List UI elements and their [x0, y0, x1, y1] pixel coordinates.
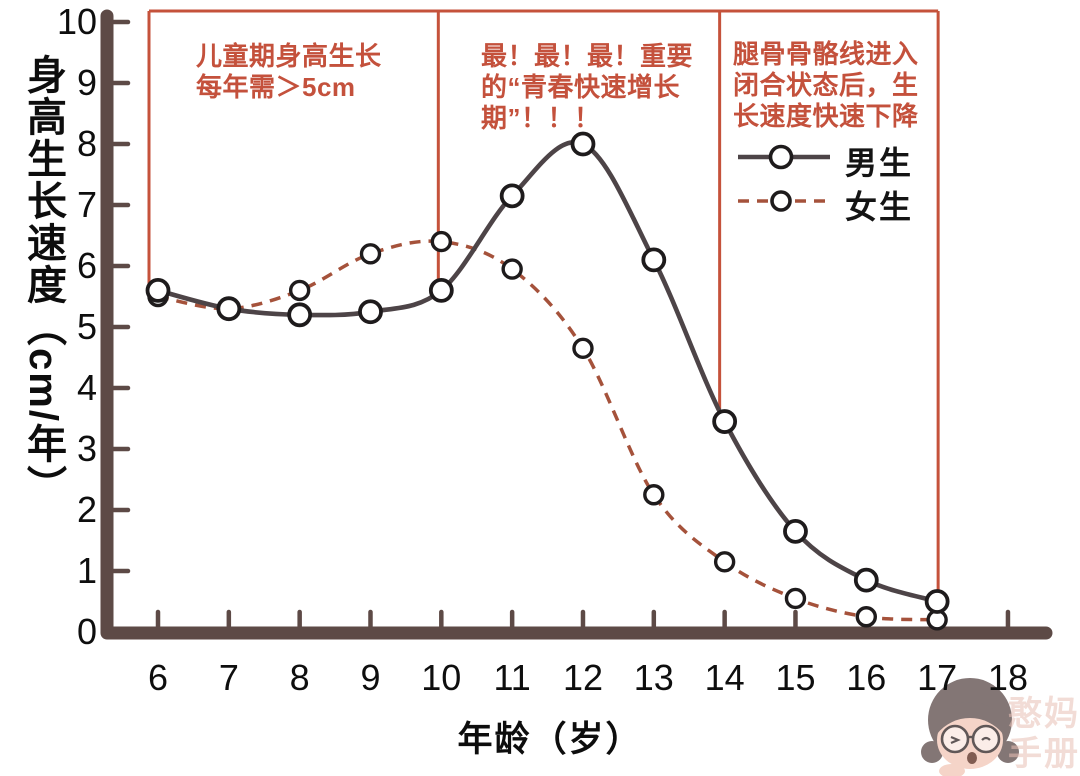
marker-boys	[570, 131, 596, 157]
y-tick-label-6: 6	[76, 245, 97, 286]
x-tick-label-14: 14	[704, 657, 745, 698]
marker-boys	[145, 277, 171, 303]
marker-boys	[924, 589, 950, 614]
marker-girls	[572, 337, 594, 360]
watermark-line-1: 憨妈	[1008, 695, 1080, 733]
marker-girls	[501, 258, 523, 280]
marker-boys	[783, 518, 808, 544]
legend-sample-marker	[770, 190, 792, 212]
legend-sample-marker	[768, 144, 794, 170]
legend-label-girls: 女生	[845, 189, 914, 225]
x-tick-label-6: 6	[147, 657, 169, 698]
y-tick-label-8: 8	[76, 123, 97, 164]
marker-girls	[430, 230, 453, 253]
x-tick-label-13: 13	[633, 657, 674, 698]
y-tick-label-7: 7	[76, 184, 97, 225]
marker-boys	[641, 247, 667, 273]
watermark-line-2: 手册	[1008, 735, 1080, 773]
x-tick-label-12: 12	[562, 657, 603, 698]
y-tick-label-10: 10	[56, 1, 97, 42]
marker-girls	[784, 587, 807, 610]
y-tick-label-0: 0	[76, 611, 97, 652]
watermark-text: 憨妈 手册	[1008, 694, 1080, 774]
x-tick-label-8: 8	[289, 657, 310, 698]
x-tick-label-16: 16	[846, 657, 887, 698]
x-tick-label-15: 15	[775, 657, 816, 698]
y-axis-title: 身高生长速度（cm/年）	[21, 54, 65, 507]
x-tick-label-9: 9	[360, 657, 381, 698]
marker-boys	[499, 183, 525, 209]
marker-boys	[216, 296, 242, 322]
marker-boys	[853, 567, 879, 593]
annotation-childhood: 儿童期身高生长 每年需＞5cm	[196, 41, 382, 102]
y-tick-label-3: 3	[76, 428, 97, 469]
marker-boys	[287, 302, 313, 328]
x-tick-label-17: 17	[917, 657, 958, 698]
y-tick-label-5: 5	[76, 306, 97, 347]
marker-girls	[288, 279, 311, 302]
y-tick-label-2: 2	[76, 489, 97, 530]
annotation-puberty: 最！最！最！重要 的“青春快速增长 期”！！！	[481, 41, 694, 133]
marker-boys	[712, 409, 738, 434]
marker-girls	[359, 243, 382, 265]
annotation-closure: 腿骨骨骼线进入 闭合状态后，生 长速度快速下降	[733, 39, 919, 131]
x-tick-label-7: 7	[218, 657, 239, 698]
x-tick-label-18: 18	[987, 657, 1028, 698]
marker-boys	[358, 299, 383, 325]
legend-label-boys: 男生	[845, 145, 914, 181]
series-line-boys	[157, 139, 938, 604]
marker-boys	[428, 277, 454, 303]
y-tick-label-4: 4	[76, 367, 97, 408]
x-tick-label-10: 10	[421, 657, 462, 698]
watermark-face-icon	[921, 678, 1019, 776]
axes	[100, 9, 1053, 640]
marker-girls	[643, 484, 665, 506]
x-axis-title: 年龄（岁）	[457, 720, 643, 759]
y-tick-label-1: 1	[76, 550, 97, 591]
marker-girls	[855, 606, 877, 628]
x-tick-label-11: 11	[493, 657, 531, 698]
series-line-girls	[157, 239, 938, 622]
y-tick-label-9: 9	[76, 62, 97, 103]
marker-girls	[713, 551, 736, 573]
